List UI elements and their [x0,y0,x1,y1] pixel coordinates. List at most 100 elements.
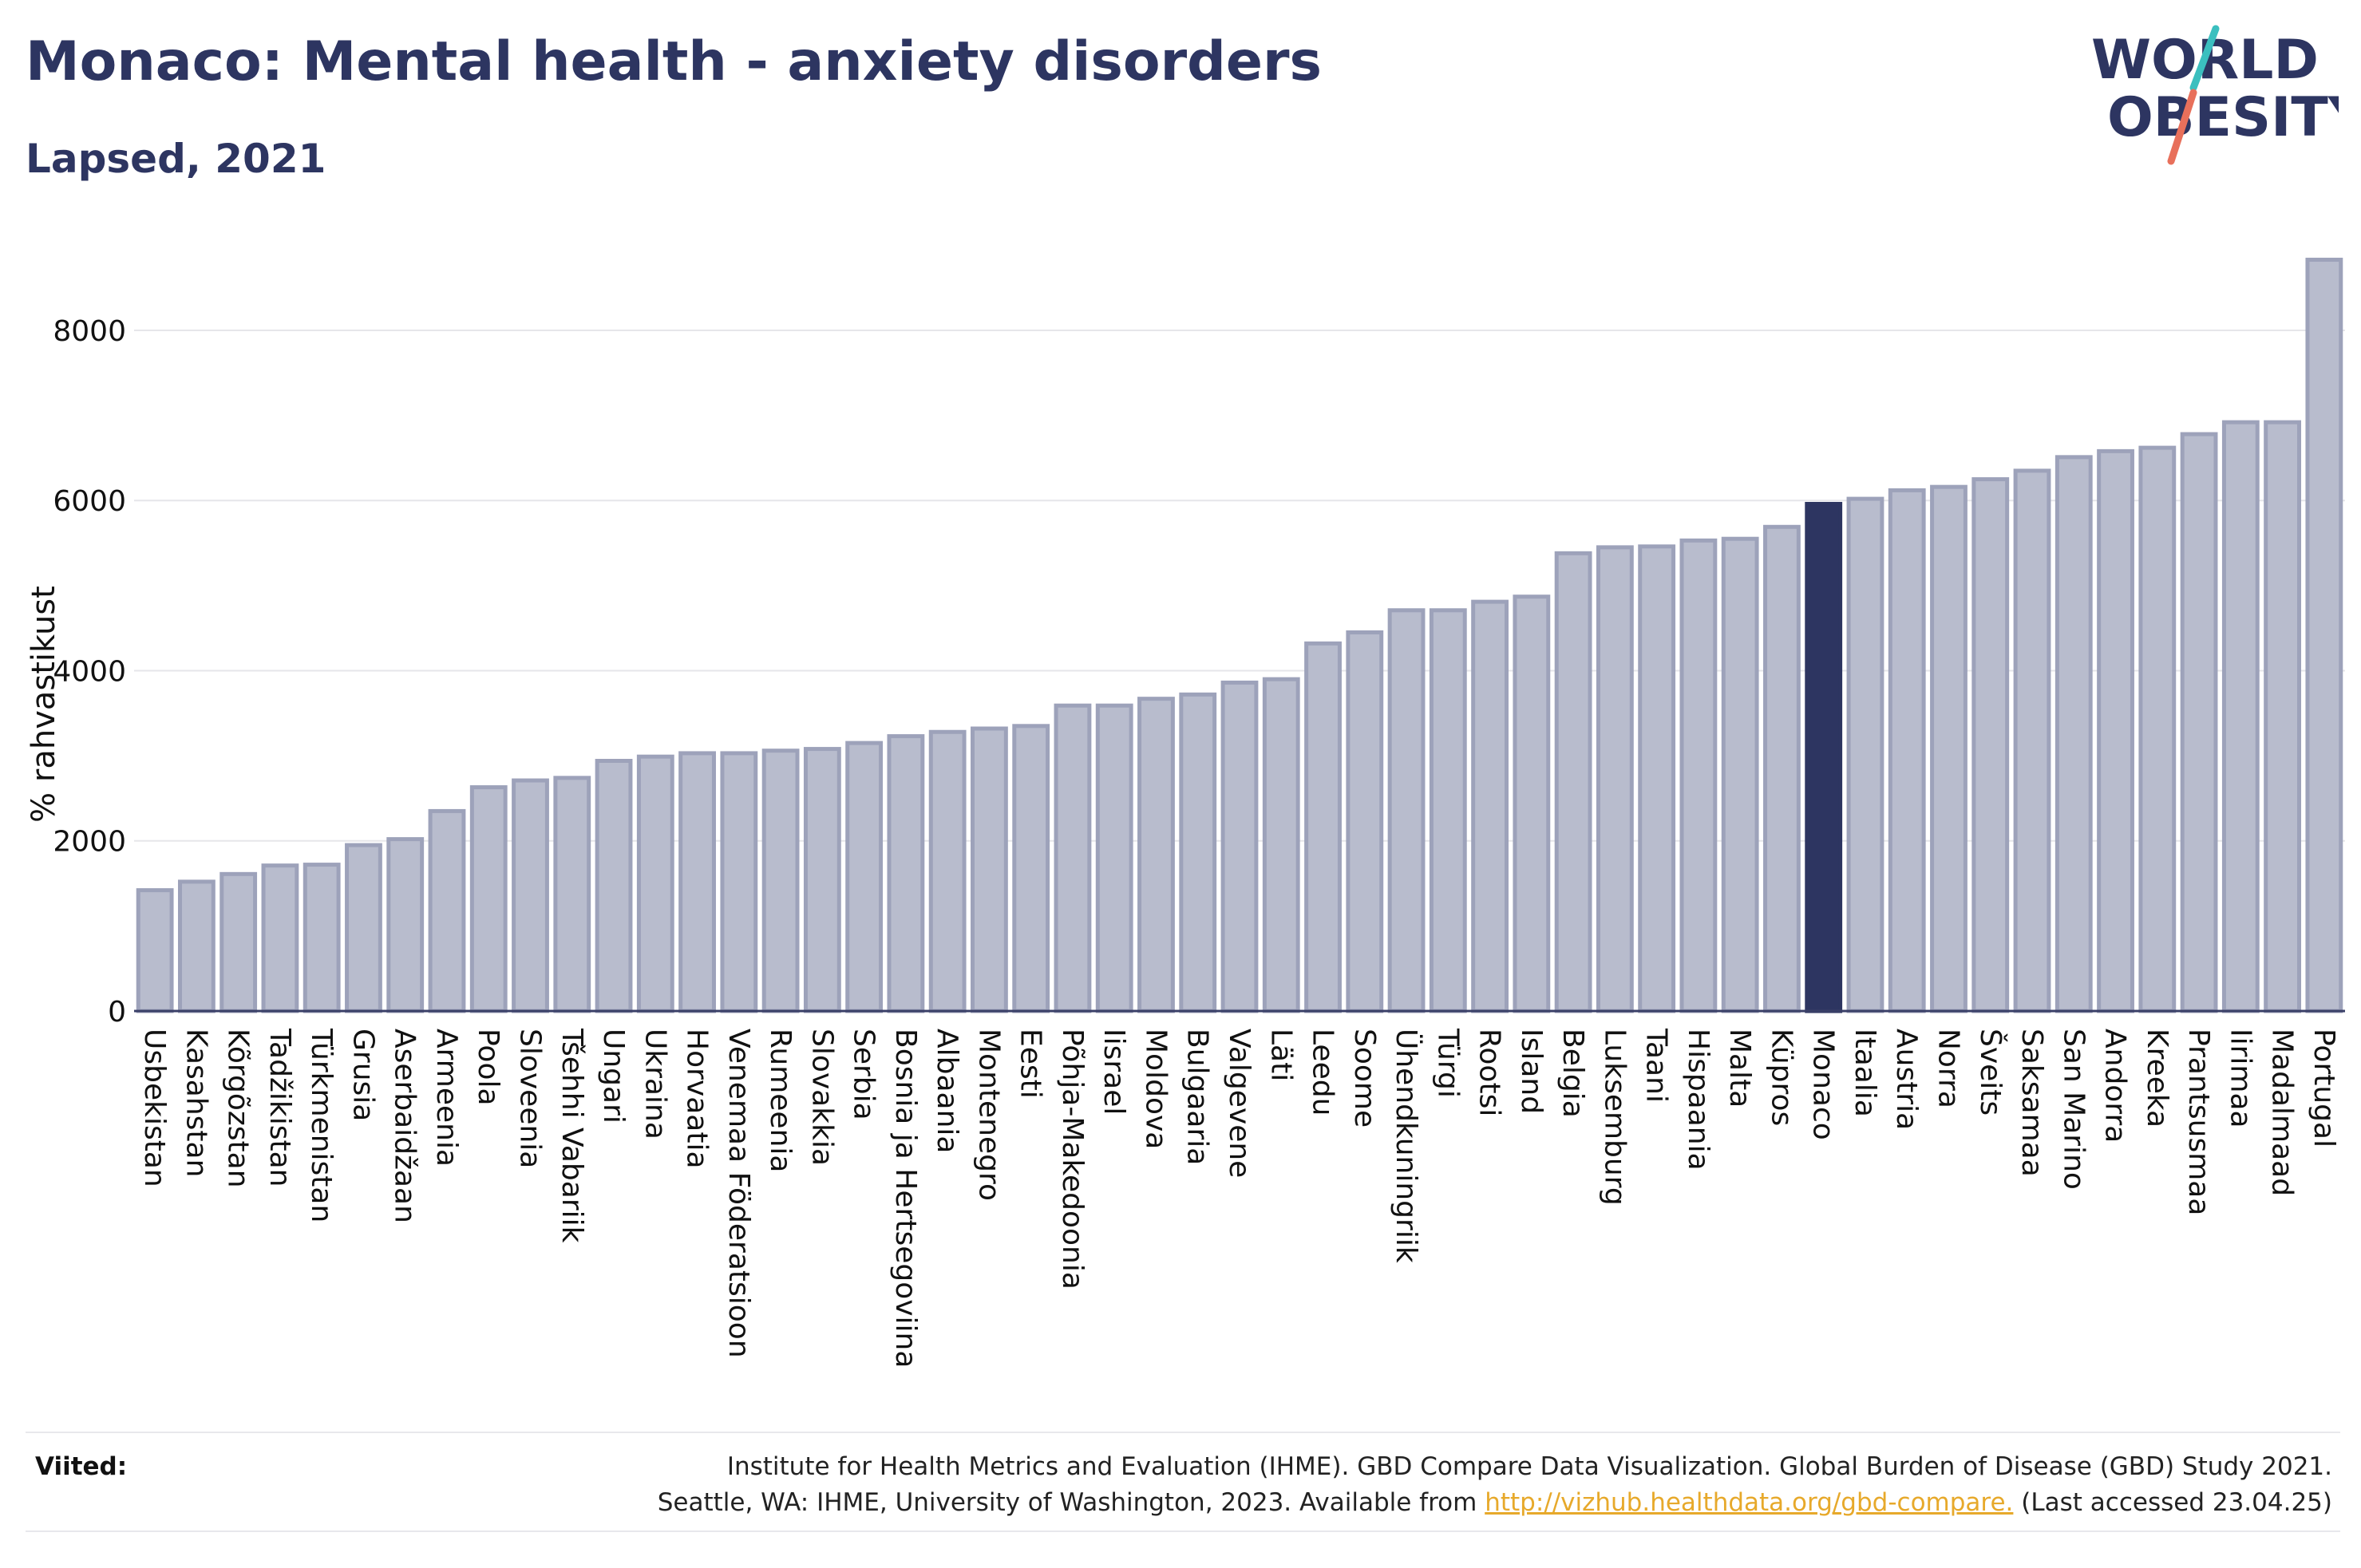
bar [2055,455,2093,1013]
bar [803,747,841,1013]
bar [1220,680,1259,1013]
x-tick-label: Küpros [1765,1029,1797,1126]
x-tick-label: Leedu [1307,1029,1339,1116]
x-tick-label: Madalmaad [2266,1029,2299,1196]
logo-slash-teal [2189,25,2220,92]
bar [303,863,341,1013]
bar [1429,608,1467,1013]
footer-divider-bottom [26,1530,2340,1532]
x-tick-label: Valgevene [1223,1029,1256,1178]
bar [1262,677,1300,1013]
bar [845,741,884,1013]
bar [2097,448,2134,1013]
x-tick-label: Moldova [1139,1029,1172,1149]
x-tick-label: Luksemburg [1598,1029,1631,1206]
bar [1846,496,1884,1013]
bar [1471,599,1509,1013]
bar [1054,703,1092,1013]
x-tick-label: Poola [472,1029,504,1106]
footer-label: Viited: [35,1452,128,1481]
x-tick-label: Venemaa Föderatsioon [722,1029,755,1358]
citation-prefix: Seattle, WA: IHME, University of Washing… [657,1488,1477,1517]
y-tick-label: 8000 [53,315,126,348]
x-tick-label: Armeenia [430,1029,463,1167]
x-tick-label: Rootsi [1473,1029,1506,1116]
y-tick-label: 0 [108,996,126,1029]
bar-chart: 0 2000 4000 6000 8000 % rahvastikust Usbekista… [26,257,2345,1368]
x-tick-label: San Marino [2057,1029,2090,1190]
x-tick-label: Andorra [2099,1029,2132,1143]
bar [720,751,758,1013]
x-tick-label: Põhja-Makedoonia [1056,1029,1089,1290]
logo-slash-coral [2167,89,2197,165]
bar-highlight [1805,501,1843,1013]
citation-line-1: Institute for Health Metrics and Evaluat… [726,1452,2332,1481]
bar [1012,724,1050,1013]
bar [1387,608,1426,1013]
chart-title: Monaco: Mental health - anxiety disorder… [26,30,1322,93]
chart-subtitle: Lapsed, 2021 [26,136,326,182]
x-tick-label: Malta [1723,1029,1756,1108]
y-tick-label: 6000 [53,485,126,518]
logo-line-2: OBESITY [2107,86,2339,149]
bar [636,754,674,1013]
x-tick-label: Monaco [1807,1029,1840,1140]
x-tick-label: Iirimaa [2224,1029,2256,1128]
bar [219,871,258,1013]
x-tick-label: Iisrael [1097,1029,1130,1115]
bar [2138,445,2177,1013]
x-tick-label: Rumeenia [764,1029,797,1172]
bar [386,837,425,1013]
world-obesity-logo: WORLD OBESITY [2091,25,2339,165]
bar [1137,697,1175,1013]
x-tick-label: Usbekistan [138,1029,171,1187]
x-tick-label: Portugal [2308,1029,2340,1147]
bar [887,734,925,1013]
bar [1888,488,1926,1013]
bar [1721,536,1759,1013]
x-tick-label: Türgi [1431,1028,1464,1098]
bar [2221,420,2260,1013]
bar [2013,468,2051,1013]
bar [1763,524,1801,1013]
citation-line-2: Seattle, WA: IHME, University of Washing… [337,1485,2332,1521]
bar [1930,484,1968,1013]
bar [512,778,549,1013]
x-tick-label: Ukraina [639,1029,671,1139]
x-tick-label: Horvaatia [681,1029,714,1169]
footer-divider-top [26,1432,2340,1433]
x-tick-label: Türkmenistan [305,1028,338,1222]
bar [1554,551,1592,1013]
x-tick-label: Montenegro [972,1029,1005,1201]
bar [2264,420,2302,1013]
x-tick-label: Eesti [1014,1029,1047,1099]
bar [1095,703,1133,1013]
bar [761,748,800,1013]
x-tick-label: Prantsusmaa [2182,1029,2215,1215]
x-tick-label: Tadžikistan [263,1028,296,1187]
bar [678,751,716,1013]
x-tick-label: Kõrgõzstan [222,1029,255,1188]
x-tick-label: Läti [1264,1029,1297,1081]
bar [345,843,382,1013]
y-tick-label: 4000 [53,655,126,688]
y-axis-label: % rahvastikust [26,586,62,823]
x-tick-label: Norra [1932,1029,1964,1108]
x-tick-label: Island [1515,1029,1548,1114]
bar [2305,257,2343,1013]
bar [1304,641,1342,1013]
footer-citation: Institute for Health Metrics and Evaluat… [337,1449,2332,1521]
x-tick-label: Saksamaa [2015,1029,2048,1177]
citation-suffix: (Last accessed 23.04.25) [2021,1488,2332,1517]
x-tick-label: Ühendkuningriik [1390,1029,1423,1263]
bar [1179,692,1217,1013]
source-link[interactable]: http://vizhub.healthdata.org/gbd-compare… [1485,1488,2014,1517]
x-tick-label: Soome [1348,1029,1381,1128]
x-tick-label: Kreeka [2141,1029,2173,1128]
bar [2180,432,2218,1013]
x-tick-label: Itaalia [1849,1029,1881,1117]
bar [928,729,967,1013]
x-tick-label: Kasahstan [180,1029,212,1177]
bar [1346,630,1384,1013]
x-tick-label: Belgia [1556,1029,1589,1118]
